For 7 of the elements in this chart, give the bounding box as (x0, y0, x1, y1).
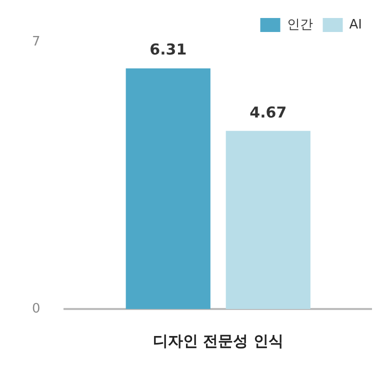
data-label: 6.31 (150, 40, 187, 59)
x-tick-label: 디자인 전문성 인식 (152, 332, 284, 350)
legend-label: 인간 (286, 17, 313, 32)
data-label: 4.67 (250, 103, 287, 122)
y-tick-label: 7 (32, 34, 40, 50)
legend-label: AI (349, 17, 362, 32)
y-tick-label: 0 (32, 301, 40, 316)
